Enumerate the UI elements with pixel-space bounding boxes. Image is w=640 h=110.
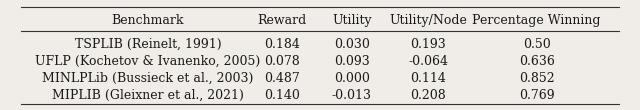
- Text: 0.078: 0.078: [264, 55, 300, 68]
- Text: 0.030: 0.030: [334, 38, 370, 51]
- Text: 0.000: 0.000: [334, 72, 370, 85]
- Text: 0.184: 0.184: [264, 38, 300, 51]
- Text: 0.769: 0.769: [519, 89, 554, 102]
- Text: Percentage Winning: Percentage Winning: [472, 14, 601, 27]
- Text: 0.140: 0.140: [264, 89, 300, 102]
- Text: 0.487: 0.487: [264, 72, 300, 85]
- Text: 0.50: 0.50: [523, 38, 550, 51]
- Text: -0.064: -0.064: [408, 55, 449, 68]
- Text: Reward: Reward: [257, 14, 307, 27]
- Text: 0.636: 0.636: [518, 55, 555, 68]
- Text: Benchmark: Benchmark: [112, 14, 184, 27]
- Text: 0.208: 0.208: [410, 89, 446, 102]
- Text: -0.013: -0.013: [332, 89, 372, 102]
- Text: TSPLIB (Reinelt, 1991): TSPLIB (Reinelt, 1991): [75, 38, 221, 51]
- Text: Utility: Utility: [332, 14, 372, 27]
- Text: MINLPLib (Bussieck et al., 2003): MINLPLib (Bussieck et al., 2003): [42, 72, 253, 85]
- Text: MIPLIB (Gleixner et al., 2021): MIPLIB (Gleixner et al., 2021): [52, 89, 244, 102]
- Text: 0.193: 0.193: [410, 38, 446, 51]
- Text: UFLP (Kochetov & Ivanenko, 2005): UFLP (Kochetov & Ivanenko, 2005): [35, 55, 260, 68]
- Text: 0.852: 0.852: [519, 72, 554, 85]
- Text: Utility/Node: Utility/Node: [389, 14, 467, 27]
- Text: 0.093: 0.093: [334, 55, 370, 68]
- Text: 0.114: 0.114: [410, 72, 446, 85]
